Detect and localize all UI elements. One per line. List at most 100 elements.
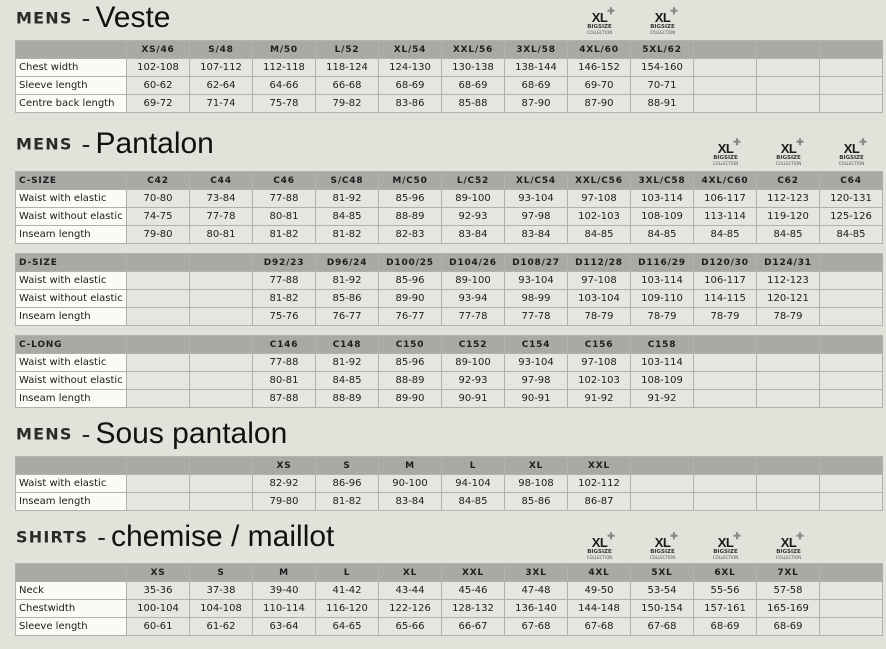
measurement-value bbox=[189, 389, 253, 408]
measurement-value: 89-90 bbox=[378, 289, 442, 308]
measurement-value: 85-86 bbox=[504, 492, 568, 511]
logo-bigsize: BIGSIZE bbox=[776, 549, 801, 555]
measurement-value: 77-88 bbox=[252, 189, 316, 208]
measurement-value: 144-148 bbox=[567, 599, 631, 618]
size-header-cell: S/48 bbox=[189, 40, 253, 59]
measurement-value: 87-88 bbox=[252, 389, 316, 408]
measurement-value bbox=[819, 94, 883, 113]
table-row: Waist without elastic 80-81 84-85 88-89 92-9… bbox=[15, 371, 883, 390]
measurement-value: 67-68 bbox=[567, 617, 631, 636]
measurement-value: 78-79 bbox=[693, 307, 757, 326]
size-header-cell: C156 bbox=[567, 335, 631, 354]
measurement-value: 77-78 bbox=[504, 307, 568, 326]
measurement-label: Centre back length bbox=[15, 94, 127, 113]
size-header-cell: C152 bbox=[441, 335, 505, 354]
plus-icon: ✚ bbox=[607, 531, 615, 541]
logo-bigsize: BIGSIZE bbox=[776, 155, 801, 161]
measurement-value: 79-80 bbox=[252, 492, 316, 511]
measurement-value: 136-140 bbox=[504, 599, 568, 618]
header-row: C-LONG C146 C148 C150 C152 C154 C156 C158 bbox=[15, 335, 883, 354]
size-header-cell: XXL/C56 bbox=[567, 171, 631, 190]
measurement-value bbox=[189, 289, 253, 308]
measurement-value: 77-88 bbox=[252, 271, 316, 290]
measurement-value: 124-130 bbox=[378, 58, 442, 77]
measurement-value: 76-77 bbox=[315, 307, 379, 326]
measurement-value: 81-82 bbox=[252, 225, 316, 244]
measurement-value: 118-124 bbox=[315, 58, 379, 77]
measurement-value: 53-54 bbox=[630, 581, 694, 600]
measurement-label: Waist with elastic bbox=[15, 271, 127, 290]
plus-icon: ✚ bbox=[733, 137, 741, 147]
section-name: Sous pantalon bbox=[95, 417, 288, 450]
size-table: XS S M L XL XXL 3XL 4XL 5XL 6XL 7XL Neck 35-36 37-38 3… bbox=[15, 563, 883, 636]
measurement-label: Inseam length bbox=[15, 389, 127, 408]
logo-collection: COLLECTION bbox=[775, 160, 802, 166]
size-header-cell: XL bbox=[378, 563, 442, 582]
measurement-value: 125-126 bbox=[819, 207, 883, 226]
measurement-value: 80-81 bbox=[252, 371, 316, 390]
size-table: C-LONG C146 C148 C150 C152 C154 C156 C158 Waist … bbox=[15, 335, 883, 408]
size-header-cell: C64 bbox=[819, 171, 883, 190]
measurement-label: Waist without elastic bbox=[15, 371, 127, 390]
measurement-value bbox=[819, 617, 883, 636]
measurement-value: 154-160 bbox=[630, 58, 694, 77]
measurement-value bbox=[126, 474, 190, 493]
measurement-value: 92-93 bbox=[441, 371, 505, 390]
size-header-cell: D92/23 bbox=[252, 253, 316, 272]
size-header-cell: L/C52 bbox=[441, 171, 505, 190]
header-label: D-SIZE bbox=[15, 253, 127, 272]
measurement-value: 68-69 bbox=[756, 617, 820, 636]
header-label bbox=[15, 40, 127, 59]
size-header-cell: C150 bbox=[378, 335, 442, 354]
measurement-value: 84-85 bbox=[693, 225, 757, 244]
size-header-cell: C62 bbox=[756, 171, 820, 190]
size-header-cell: M bbox=[252, 563, 316, 582]
measurement-value: 69-72 bbox=[126, 94, 190, 113]
measurement-value: 39-40 bbox=[252, 581, 316, 600]
size-header-cell: XXL bbox=[567, 456, 631, 475]
header-label bbox=[15, 456, 127, 475]
table-row: Waist with elastic 70-80 73-84 77-88 81-92 85… bbox=[15, 189, 883, 208]
measurement-value: 103-114 bbox=[630, 189, 694, 208]
measurement-value: 114-115 bbox=[693, 289, 757, 308]
measurement-value: 86-96 bbox=[315, 474, 379, 493]
logo-bigsize: BIGSIZE bbox=[839, 155, 864, 161]
size-header-cell bbox=[630, 456, 694, 475]
header-row: XS S M L XL XXL bbox=[15, 456, 883, 475]
size-header-cell bbox=[819, 40, 883, 59]
measurement-value: 88-91 bbox=[630, 94, 694, 113]
measurement-value: 89-90 bbox=[378, 389, 442, 408]
measurement-value: 108-109 bbox=[630, 207, 694, 226]
measurement-value: 73-84 bbox=[189, 189, 253, 208]
measurement-value: 81-92 bbox=[315, 353, 379, 372]
title-dash: - bbox=[81, 418, 91, 449]
measurement-value: 91-92 bbox=[630, 389, 694, 408]
plus-icon: ✚ bbox=[859, 137, 867, 147]
measurement-value: 106-117 bbox=[693, 271, 757, 290]
measurement-value: 80-81 bbox=[189, 225, 253, 244]
measurement-value: 90-91 bbox=[441, 389, 505, 408]
measurement-value: 92-93 bbox=[441, 207, 505, 226]
measurement-value: 43-44 bbox=[378, 581, 442, 600]
category-label: SHIRTS bbox=[16, 527, 89, 547]
size-header-cell: XS bbox=[126, 563, 190, 582]
logo-xl: XL ✚ bbox=[780, 531, 804, 550]
section-title: MENS - Sous pantalon bbox=[16, 417, 287, 451]
measurement-value: 87-90 bbox=[504, 94, 568, 113]
plus-icon: ✚ bbox=[670, 6, 678, 16]
measurement-label: Waist with elastic bbox=[15, 474, 127, 493]
measurement-value: 84-85 bbox=[756, 225, 820, 244]
table-row: Inseam length 79-80 80-81 81-82 81-82 82-83 83… bbox=[15, 225, 883, 244]
logo-collection: COLLECTION bbox=[586, 29, 613, 35]
measurement-value: 83-84 bbox=[441, 225, 505, 244]
size-header-cell bbox=[189, 456, 253, 475]
measurement-value bbox=[819, 58, 883, 77]
measurement-value: 75-76 bbox=[252, 307, 316, 326]
measurement-value: 81-82 bbox=[315, 225, 379, 244]
measurement-value: 119-120 bbox=[756, 207, 820, 226]
logo-bigsize: BIGSIZE bbox=[650, 24, 675, 30]
section-name: chemise / maillot bbox=[110, 520, 335, 553]
size-header-cell: L bbox=[315, 563, 379, 582]
size-header-cell bbox=[819, 253, 883, 272]
logo-xl: XL ✚ bbox=[717, 137, 741, 156]
